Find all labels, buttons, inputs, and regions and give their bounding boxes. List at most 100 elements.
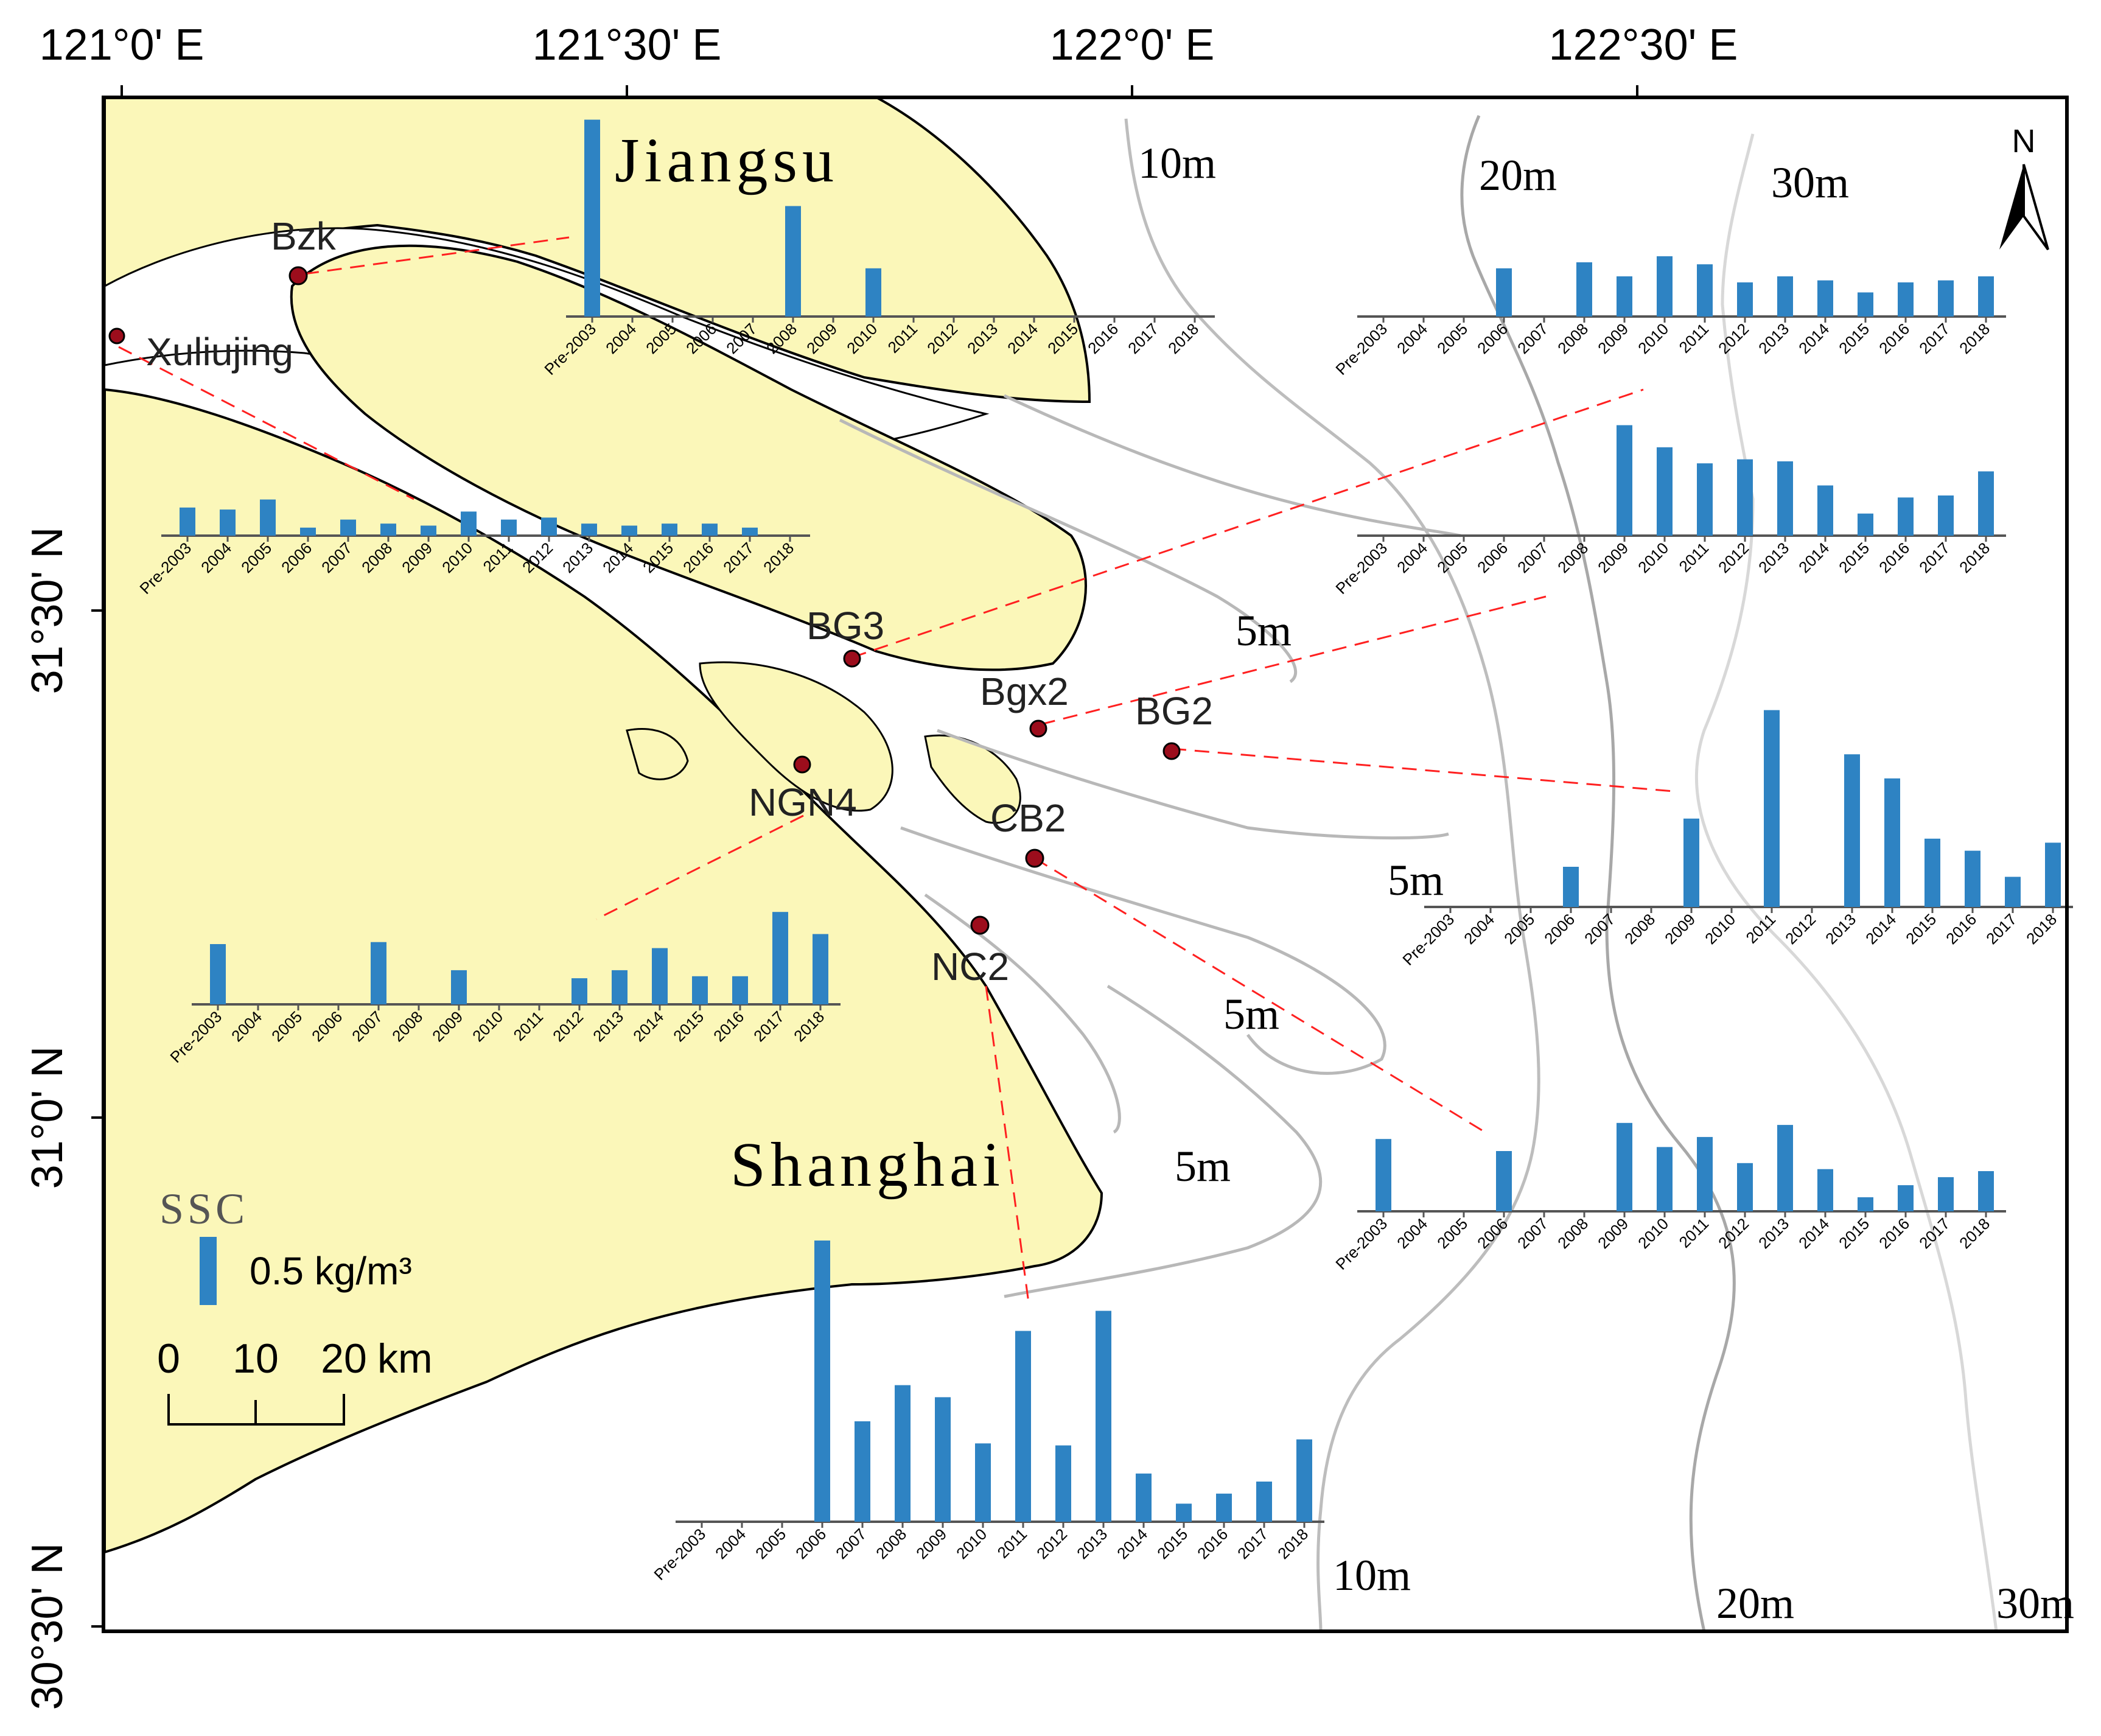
coord-lon-122-30: 122°30' E xyxy=(1549,21,1738,69)
chart-bar-nc2 xyxy=(975,1443,991,1522)
chart-bar-xuliujing xyxy=(541,517,557,536)
chart-bar-bg3 xyxy=(1898,282,1914,317)
chart-bar-bgx2 xyxy=(1777,461,1793,536)
scale-tick-0: 0 xyxy=(157,1335,180,1382)
chart-bar-nc2 xyxy=(895,1385,911,1522)
chart-bar-xuliujing xyxy=(260,499,276,536)
map-border xyxy=(102,96,2069,1633)
station-marker-bzk xyxy=(288,266,308,285)
station-label-bg2: BG2 xyxy=(1135,689,1213,733)
chart-bar-bg2 xyxy=(2045,842,2061,907)
chart-bar-bg3 xyxy=(1657,256,1673,317)
island-small xyxy=(626,727,689,780)
connector-xuliujing xyxy=(118,346,414,500)
chart-bar-bg2 xyxy=(1764,710,1780,907)
chart-bar-nc2 xyxy=(1296,1439,1312,1522)
scale-unit: km xyxy=(377,1335,433,1382)
chart-bar-cb2 xyxy=(1617,1122,1632,1211)
chart-bar-bg2 xyxy=(1844,754,1860,907)
connector-bzk xyxy=(304,236,570,275)
chart-bar-cb2 xyxy=(1737,1163,1753,1211)
isobath-30m xyxy=(1695,133,1998,1632)
chart-bar-xuliujing xyxy=(702,523,718,536)
chart-bar-nc2 xyxy=(1256,1482,1272,1522)
station-label-cb2: CB2 xyxy=(990,796,1066,840)
chart-bar-ngn4 xyxy=(572,978,587,1004)
chart-bar-bg2 xyxy=(1563,867,1579,907)
chart-bar-cb2 xyxy=(1777,1125,1793,1211)
chart-bar-bg3 xyxy=(1858,292,1873,317)
station-marker-ngn4 xyxy=(793,755,811,774)
chart-bar-nc2 xyxy=(1216,1493,1232,1522)
chart-bar-xuliujing xyxy=(742,527,758,536)
chart-bar-bg3 xyxy=(1737,282,1753,317)
chart-bar-xuliujing xyxy=(180,507,195,536)
connector-lines xyxy=(118,236,1674,1303)
chart-bar-bg3 xyxy=(1576,262,1592,317)
north-arrow-label: N xyxy=(2012,123,2036,159)
chart-bar-xuliujing xyxy=(300,527,316,536)
land-shanghai xyxy=(103,388,1103,1554)
chart-bar-cb2 xyxy=(1697,1136,1713,1211)
chart-bar-ngn4 xyxy=(652,948,668,1004)
chart-bar-xuliujing xyxy=(621,525,637,536)
chart-bar-cb2 xyxy=(1858,1197,1873,1211)
chart-bar-bzk xyxy=(865,268,881,317)
scale-line xyxy=(167,1394,345,1426)
legend-title: SSC xyxy=(159,1185,248,1233)
chart-bar-cb2 xyxy=(1938,1177,1954,1211)
chart-bar-bg2 xyxy=(1884,778,1900,907)
label-5m-a: 5m xyxy=(1236,606,1292,655)
chart-bar-ngn4 xyxy=(371,942,386,1004)
chart-bar-cb2 xyxy=(1898,1185,1914,1211)
chart-bar-nc2 xyxy=(814,1241,830,1522)
chart-bar-nc2 xyxy=(1015,1331,1031,1522)
legend-bar-label: 0.5 kg/m³ xyxy=(250,1249,412,1293)
station-label-ngn4: NGN4 xyxy=(749,780,857,824)
chart-bar-nc2 xyxy=(1176,1503,1192,1522)
chart-bar-ngn4 xyxy=(612,970,628,1004)
connector-nc2 xyxy=(985,985,1030,1303)
chart-bar-xuliujing xyxy=(380,523,396,536)
chart-bar-nc2 xyxy=(935,1397,951,1522)
region-jiangsu: Jiangsu xyxy=(615,125,839,195)
label-10m-top: 10m xyxy=(1138,139,1216,187)
chart-bar-ngn4 xyxy=(813,934,828,1004)
label-20m-bottom: 20m xyxy=(1716,1579,1794,1628)
coord-lat-31-0: 31°0' N xyxy=(23,1046,72,1189)
station-marker-cb2 xyxy=(1025,849,1044,868)
chart-bar-xuliujing xyxy=(461,511,477,536)
label-30m-bottom: 30m xyxy=(1996,1579,2074,1628)
station-label-xuliujing: Xuliujing xyxy=(146,330,293,374)
chart-bar-bgx2 xyxy=(1858,513,1873,536)
chart-bar-bg3 xyxy=(1697,264,1713,317)
chart-bar-bg2 xyxy=(1965,850,1980,907)
chart-bar-bg3 xyxy=(1938,280,1954,317)
chart-bar-bg3 xyxy=(1617,276,1632,317)
island-changxing xyxy=(699,661,893,812)
chart-bar-nc2 xyxy=(1136,1473,1152,1522)
connector-cb2 xyxy=(1034,857,1486,1133)
chart-bar-cb2 xyxy=(1978,1171,1994,1211)
legend-bar xyxy=(200,1237,217,1305)
station-marker-bgx2 xyxy=(1029,719,1047,738)
chart-bar-bgx2 xyxy=(1938,495,1954,536)
chart-bar-ngn4 xyxy=(772,912,788,1004)
chart-bar-cb2 xyxy=(1496,1151,1512,1211)
chart-bar-xuliujing xyxy=(581,523,597,536)
chart-bar-ngn4 xyxy=(732,976,748,1004)
label-5m-c: 5m xyxy=(1223,990,1279,1038)
shoal-outlines xyxy=(839,394,1461,1298)
chart-bar-xuliujing xyxy=(421,525,436,536)
chart-bar-bzk xyxy=(584,119,600,317)
frame-ticks xyxy=(91,85,1638,1628)
chart-bar-bzk xyxy=(785,206,801,317)
chart-bar-bgx2 xyxy=(1657,447,1673,536)
chart-bar-nc2 xyxy=(855,1421,870,1522)
station-label-bgx2: Bgx2 xyxy=(980,670,1069,713)
station-marker-bg2 xyxy=(1162,742,1181,760)
chart-bar-cb2 xyxy=(1817,1169,1833,1211)
scale-tick-10: 10 xyxy=(232,1335,279,1382)
coord-lon-121-0: 121°0' E xyxy=(40,21,205,69)
chart-bar-xuliujing xyxy=(662,523,677,536)
